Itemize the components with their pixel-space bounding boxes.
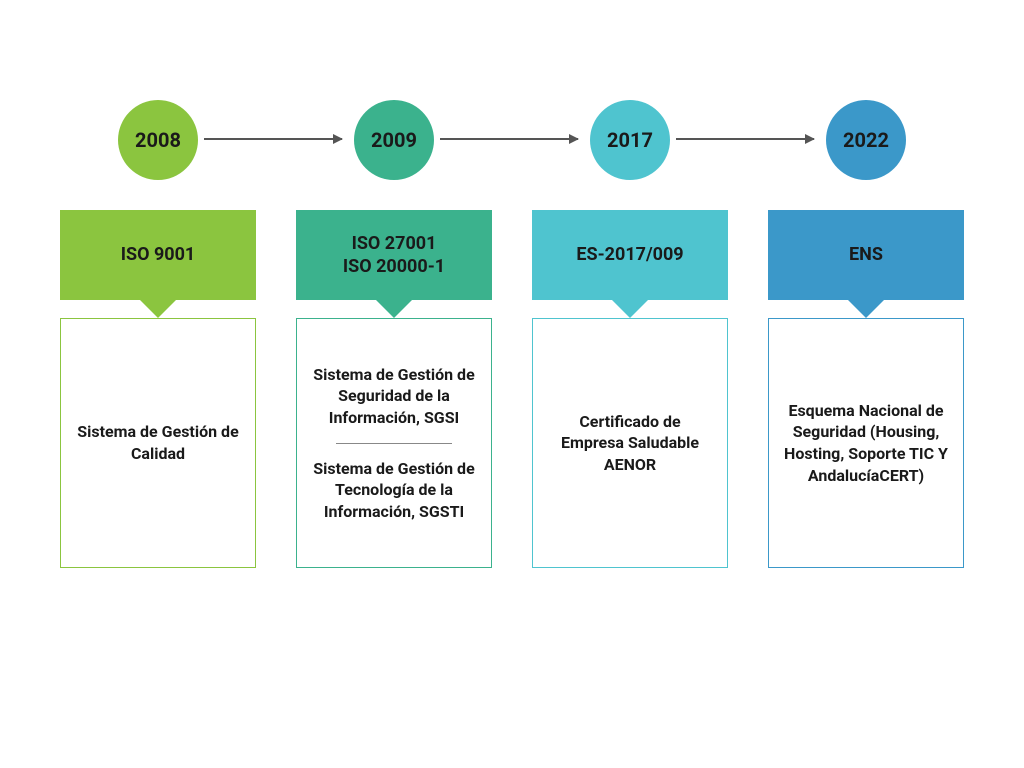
certification-desc: Esquema Nacional de Seguridad (Housing, … <box>783 400 949 486</box>
year-circle: 2009 <box>354 100 434 180</box>
certification-desc-box: Sistema de Gestión de Calidad <box>60 318 256 568</box>
timeline-item: 2022 ENS Esquema Nacional de Seguridad (Ho… <box>768 100 964 568</box>
certification-desc-box: Certificado de Empresa Saludable AENOR <box>532 318 728 568</box>
certification-desc-box: Sistema de Gestión de Seguridad de la In… <box>296 318 492 568</box>
year-circle: 2017 <box>590 100 670 180</box>
certification-title-line: ENS <box>849 243 883 266</box>
timeline-item: 2008 ISO 9001 Sistema de Gestión de Calida… <box>60 100 256 568</box>
timeline-item: 2017 ES-2017/009 Certificado de Empresa Sa… <box>532 100 728 568</box>
year-circle: 2022 <box>826 100 906 180</box>
timeline-container: 2008 ISO 9001 Sistema de Gestión de Calida… <box>60 100 964 568</box>
certification-title-box: ENS <box>768 210 964 300</box>
timeline-arrow <box>676 138 814 140</box>
certification-desc: Sistema de Gestión de Seguridad de la In… <box>311 364 477 429</box>
certification-title-line: ISO 9001 <box>121 243 196 266</box>
certification-title-box: ES-2017/009 <box>532 210 728 300</box>
certification-desc: Sistema de Gestión de Calidad <box>75 421 241 464</box>
desc-divider <box>336 443 452 444</box>
certification-desc: Certificado de Empresa Saludable AENOR <box>547 411 713 476</box>
timeline-arrow <box>204 138 342 140</box>
certification-title-box: ISO 27001ISO 20000-1 <box>296 210 492 300</box>
timeline-arrow <box>440 138 578 140</box>
year-circle: 2008 <box>118 100 198 180</box>
timeline-item: 2009 ISO 27001ISO 20000-1 Sistema de Gesti… <box>296 100 492 568</box>
certification-desc-box: Esquema Nacional de Seguridad (Housing, … <box>768 318 964 568</box>
certification-title-line: ISO 20000-1 <box>343 255 445 278</box>
certification-title-box: ISO 9001 <box>60 210 256 300</box>
certification-desc: Sistema de Gestión de Tecnología de la I… <box>311 458 477 523</box>
certification-title-line: ES-2017/009 <box>576 243 683 266</box>
certification-title-line: ISO 27001 <box>352 232 437 255</box>
